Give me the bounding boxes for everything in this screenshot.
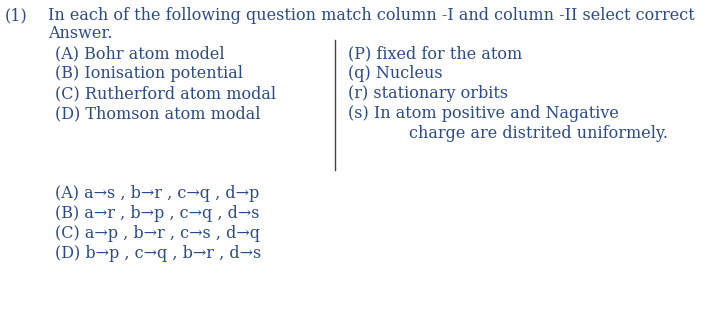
Text: In each of the following question match column -I and column -II select correct: In each of the following question match … xyxy=(48,7,695,24)
Text: charge are distrited uniformely.: charge are distrited uniformely. xyxy=(368,125,668,142)
Text: (1): (1) xyxy=(5,7,27,24)
Text: (r) stationary orbits: (r) stationary orbits xyxy=(348,85,508,102)
Text: (D) Thomson atom modal: (D) Thomson atom modal xyxy=(55,105,260,122)
Text: (B) Ionisation potential: (B) Ionisation potential xyxy=(55,65,243,82)
Text: (C) Rutherford atom modal: (C) Rutherford atom modal xyxy=(55,85,276,102)
Text: (B) a→r , b→p , c→q , d→s: (B) a→r , b→p , c→q , d→s xyxy=(55,205,260,222)
Text: (D) b→p , c→q , b→r , d→s: (D) b→p , c→q , b→r , d→s xyxy=(55,245,261,262)
Text: (A) a→s , b→r , c→q , d→p: (A) a→s , b→r , c→q , d→p xyxy=(55,185,260,202)
Text: (s) In atom positive and Nagative: (s) In atom positive and Nagative xyxy=(348,105,619,122)
Text: (P) fixed for the atom: (P) fixed for the atom xyxy=(348,45,522,62)
Text: (C) a→p , b→r , c→s , d→q: (C) a→p , b→r , c→s , d→q xyxy=(55,225,260,242)
Text: (q) Nucleus: (q) Nucleus xyxy=(348,65,443,82)
Text: Answer.: Answer. xyxy=(48,25,112,42)
Text: (A) Bohr atom model: (A) Bohr atom model xyxy=(55,45,225,62)
